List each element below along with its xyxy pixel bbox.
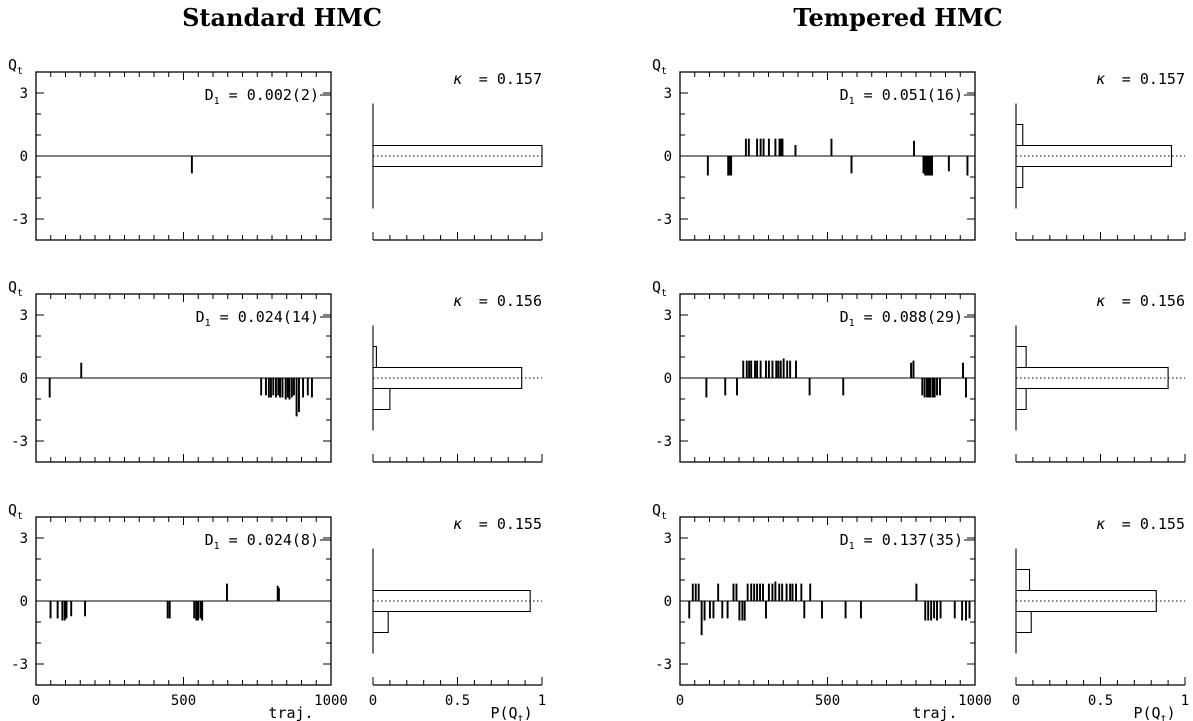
- x-tick-label: 1000: [958, 693, 992, 709]
- x-axis-label-traj: traj.: [268, 704, 313, 721]
- hist-bin-q-1: [373, 612, 388, 633]
- y-axis-label: Qt: [652, 278, 667, 299]
- y-tick-label: -3: [655, 434, 672, 450]
- kappa-symbol: κ: [1096, 70, 1106, 88]
- hist-x-axis-label: P(Qt): [1134, 704, 1176, 721]
- kappa-value: = 0.156: [479, 292, 542, 310]
- d1-annotation: D1 = 0.024(8): [205, 531, 319, 552]
- hist-x-tick-label: 0.5: [445, 693, 470, 709]
- hist-bin-q-1: [1016, 389, 1026, 410]
- panel-standard-kappa-0.157: 3 0 -3 Qt D1 = 0.002(2) κ = 0.157: [8, 56, 543, 241]
- topological-charge-trace: [36, 583, 331, 621]
- kappa-value: = 0.155: [1122, 515, 1185, 533]
- hist-bin-q0: [373, 591, 530, 612]
- y-tick-label: -3: [655, 657, 672, 673]
- y-tick-label: 3: [664, 531, 672, 547]
- charge-histogram: [372, 325, 523, 431]
- charge-histogram: [372, 103, 543, 209]
- topological-charge-trace: [36, 155, 331, 174]
- y-tick-label: 3: [20, 86, 28, 102]
- y-axis-label: Qt: [652, 501, 667, 522]
- kappa-symbol: κ: [453, 70, 463, 88]
- y-axis-label: Qt: [652, 56, 667, 77]
- y-tick-label: 3: [20, 531, 28, 547]
- d1-annotation: D1 = 0.024(14): [196, 308, 319, 329]
- hist-x-tick-label: 0: [369, 693, 377, 709]
- panel-standard-kappa-0.156: 3 0 -3 Qt D1 = 0.024(14) κ = 0.156: [8, 278, 543, 463]
- charge-histogram: [1015, 548, 1157, 654]
- x-tick-label: 1000: [314, 693, 348, 709]
- x-tick-label: 0: [676, 693, 684, 709]
- y-tick-label: -3: [11, 657, 28, 673]
- panels: 3 0 -3 Qt D1 = 0.002(2) κ = 0.157 3 0 -3 Qt D1 = 0.…: [8, 56, 1189, 721]
- hist-bin-q-1: [373, 389, 390, 410]
- x-tick-label: 0: [32, 693, 40, 709]
- kappa-value: = 0.157: [1122, 70, 1185, 88]
- y-axis-label: Qt: [8, 501, 23, 522]
- d1-annotation: D1 = 0.137(35): [840, 531, 963, 552]
- column-title-standard: Standard HMC: [182, 3, 382, 32]
- kappa-symbol: κ: [453, 292, 463, 310]
- y-axis-label: Qt: [8, 278, 23, 299]
- charge-histogram: [372, 548, 531, 654]
- y-tick-label: 3: [664, 86, 672, 102]
- hist-x-tick-label: 0: [1012, 693, 1020, 709]
- y-tick-label: 0: [664, 371, 672, 387]
- d1-annotation: D1 = 0.088(29): [840, 308, 963, 329]
- hist-bin-q1: [1016, 570, 1030, 591]
- y-axis-label: Qt: [8, 56, 23, 77]
- topological-charge-trace: [36, 362, 331, 417]
- y-tick-label: 0: [664, 149, 672, 165]
- y-tick-label: 0: [20, 371, 28, 387]
- y-tick-label: 0: [20, 594, 28, 610]
- kappa-symbol: κ: [1096, 292, 1106, 310]
- panel-tempered-kappa-0.156: 3 0 -3 Qt D1 = 0.088(29) κ = 0.156: [652, 278, 1186, 463]
- hist-x-tick-label: 0.5: [1088, 693, 1113, 709]
- hist-bin-q1: [1016, 347, 1026, 368]
- kappa-symbol: κ: [1096, 515, 1106, 533]
- x-tick-label: 500: [171, 693, 196, 709]
- hist-x-tick-label: 1: [1181, 693, 1189, 709]
- d1-annotation: D1 = 0.002(2): [205, 86, 319, 107]
- hist-bin-q1: [1016, 125, 1023, 146]
- kappa-value: = 0.155: [479, 515, 542, 533]
- d1-annotation: D1 = 0.051(16): [840, 86, 963, 107]
- y-tick-label: 0: [20, 149, 28, 165]
- x-tick-label: 500: [815, 693, 840, 709]
- kappa-value: = 0.157: [479, 70, 542, 88]
- y-tick-label: -3: [655, 212, 672, 228]
- hist-x-axis-label: P(Qt): [491, 704, 533, 721]
- hist-bin-q-1: [1016, 167, 1023, 188]
- kappa-symbol: κ: [453, 515, 463, 533]
- y-tick-label: 0: [664, 594, 672, 610]
- hist-bin-q-1: [1016, 612, 1031, 633]
- y-tick-label: -3: [11, 434, 28, 450]
- y-tick-label: -3: [11, 212, 28, 228]
- charge-histogram: [1015, 103, 1173, 209]
- column-title-tempered: Tempered HMC: [793, 3, 1002, 32]
- panel-tempered-kappa-0.157: 3 0 -3 Qt D1 = 0.051(16) κ = 0.157: [652, 56, 1186, 241]
- x-axis-label-traj: traj.: [912, 704, 957, 721]
- kappa-value: = 0.156: [1122, 292, 1185, 310]
- y-tick-label: 3: [664, 308, 672, 324]
- hist-x-tick-label: 1: [538, 693, 546, 709]
- hist-bin-q0: [373, 368, 522, 389]
- y-tick-label: 3: [20, 308, 28, 324]
- charge-histogram: [1015, 325, 1169, 431]
